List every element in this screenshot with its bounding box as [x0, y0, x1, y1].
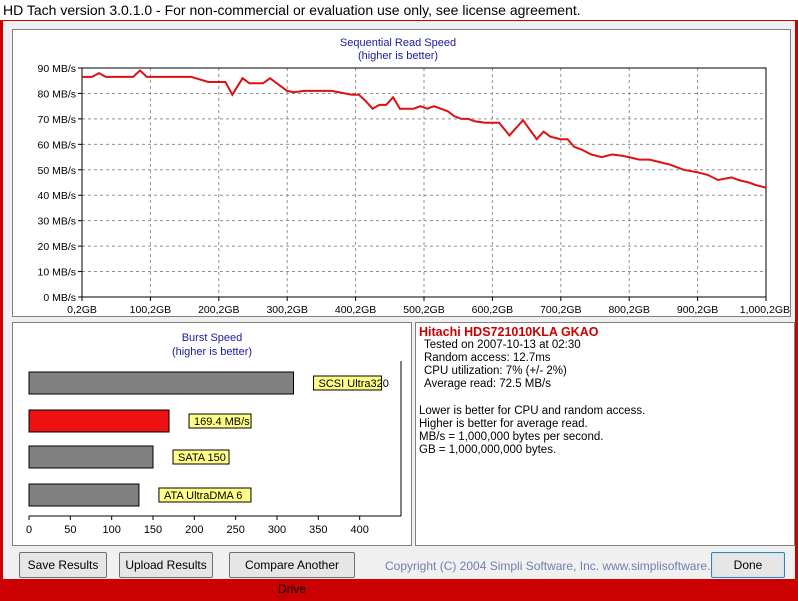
random-access-value: Random access: 12.7ms: [424, 352, 551, 364]
drive-name: Hitachi HDS721010KLA GKAO: [419, 325, 599, 339]
seq-x-tick-label: 600,2GB: [472, 304, 513, 316]
note-gb-definition: GB = 1,000,000,000 bytes.: [419, 444, 557, 456]
window-title: HD Tach version 3.0.1.0 - For non-commer…: [0, 0, 798, 20]
seq-y-tick-label: 0 MB/s: [43, 292, 76, 304]
seq-chart-title: Sequential Read Speed: [340, 37, 456, 49]
seq-x-tick-label: 500,2GB: [403, 304, 444, 316]
seq-y-tick-label: 50 MB/s: [37, 165, 76, 177]
burst-bar-reference: [28, 483, 140, 507]
seq-chart-subtitle: (higher is better): [358, 50, 438, 62]
burst-bar-reference: [28, 371, 295, 395]
burst-chart-subtitle: (higher is better): [172, 346, 252, 358]
app-client-area: Sequential Read Speed (higher is better)…: [3, 21, 795, 596]
seq-y-tick-label: 90 MB/s: [37, 63, 76, 75]
burst-x-tick-label: 350: [309, 524, 327, 536]
burst-bar-tested-drive: [28, 409, 170, 433]
seq-y-tick-label: 40 MB/s: [37, 190, 76, 202]
average-read-value: Average read: 72.5 MB/s: [424, 378, 551, 390]
note-mbs-definition: MB/s = 1,000,000 bytes per second.: [419, 431, 604, 443]
burst-speed-panel: Burst Speed (higher is better) SCSI Ultr…: [12, 322, 412, 546]
sequential-read-chart: Sequential Read Speed (higher is better)…: [37, 37, 790, 316]
save-results-button[interactable]: Save Results: [19, 552, 107, 578]
burst-x-tick-label: 300: [268, 524, 286, 536]
drive-info-panel: Hitachi HDS721010KLA GKAO Tested on 2007…: [415, 322, 795, 546]
seq-y-tick-label: 80 MB/s: [37, 88, 76, 100]
burst-bar-label-box: [188, 413, 252, 429]
burst-chart-title: Burst Speed: [182, 332, 243, 344]
copyright-text: Copyright (C) 2004 Simpli Software, Inc.…: [385, 559, 734, 573]
sequential-read-panel: Sequential Read Speed (higher is better)…: [12, 29, 791, 317]
seq-plot-frame: [81, 67, 767, 298]
burst-bar-label: ATA UltraDMA 6: [164, 490, 242, 502]
seq-x-tick-label: 300,2GB: [266, 304, 307, 316]
burst-bar-reference: [28, 445, 154, 469]
seq-y-tick-label: 10 MB/s: [37, 267, 76, 279]
note-higher-better: Higher is better for average read.: [419, 418, 588, 430]
burst-bar-label-box: [158, 487, 252, 503]
seq-x-tick-label: 0,2GB: [67, 304, 97, 316]
burst-x-tick-label: 200: [185, 524, 203, 536]
burst-x-tick-label: 400: [350, 524, 368, 536]
burst-x-tick-label: 150: [144, 524, 162, 536]
seq-y-tick-label: 20 MB/s: [37, 241, 76, 253]
burst-x-tick-label: 0: [26, 524, 32, 536]
burst-bar-label: SCSI Ultra320: [319, 378, 389, 390]
cpu-utilization-value: CPU utilization: 7% (+/- 2%): [424, 365, 567, 377]
seq-x-tick-label: 1,000,2GB: [740, 304, 790, 316]
burst-x-tick-label: 250: [226, 524, 244, 536]
seq-x-tick-label: 800,2GB: [608, 304, 649, 316]
seq-y-tick-label: 70 MB/s: [37, 114, 76, 126]
burst-bar-label: SATA 150: [178, 452, 226, 464]
seq-y-tick-label: 60 MB/s: [37, 139, 76, 151]
seq-read-series-line: [82, 69, 767, 189]
seq-x-tick-label: 900,2GB: [677, 304, 718, 316]
note-lower-better: Lower is better for CPU and random acces…: [419, 405, 646, 417]
burst-bar-label-box: [172, 449, 230, 465]
upload-results-button[interactable]: Upload Results: [119, 552, 213, 578]
seq-x-tick-label: 200,2GB: [198, 304, 239, 316]
test-date: Tested on 2007-10-13 at 02:30: [424, 339, 581, 351]
compare-another-drive-button[interactable]: Compare Another Drive: [229, 552, 355, 596]
done-button[interactable]: Done: [711, 552, 785, 578]
burst-bar-label: 169.4 MB/s: [194, 416, 250, 428]
burst-bar-label-box: [313, 375, 383, 391]
burst-speed-chart: Burst Speed (higher is better) SCSI Ultr…: [26, 332, 402, 536]
seq-x-tick-label: 400,2GB: [335, 304, 376, 316]
burst-x-tick-label: 100: [102, 524, 120, 536]
seq-x-tick-label: 700,2GB: [540, 304, 581, 316]
burst-x-tick-label: 50: [64, 524, 76, 536]
seq-x-tick-label: 100,2GB: [130, 304, 171, 316]
seq-y-tick-label: 30 MB/s: [37, 216, 76, 228]
